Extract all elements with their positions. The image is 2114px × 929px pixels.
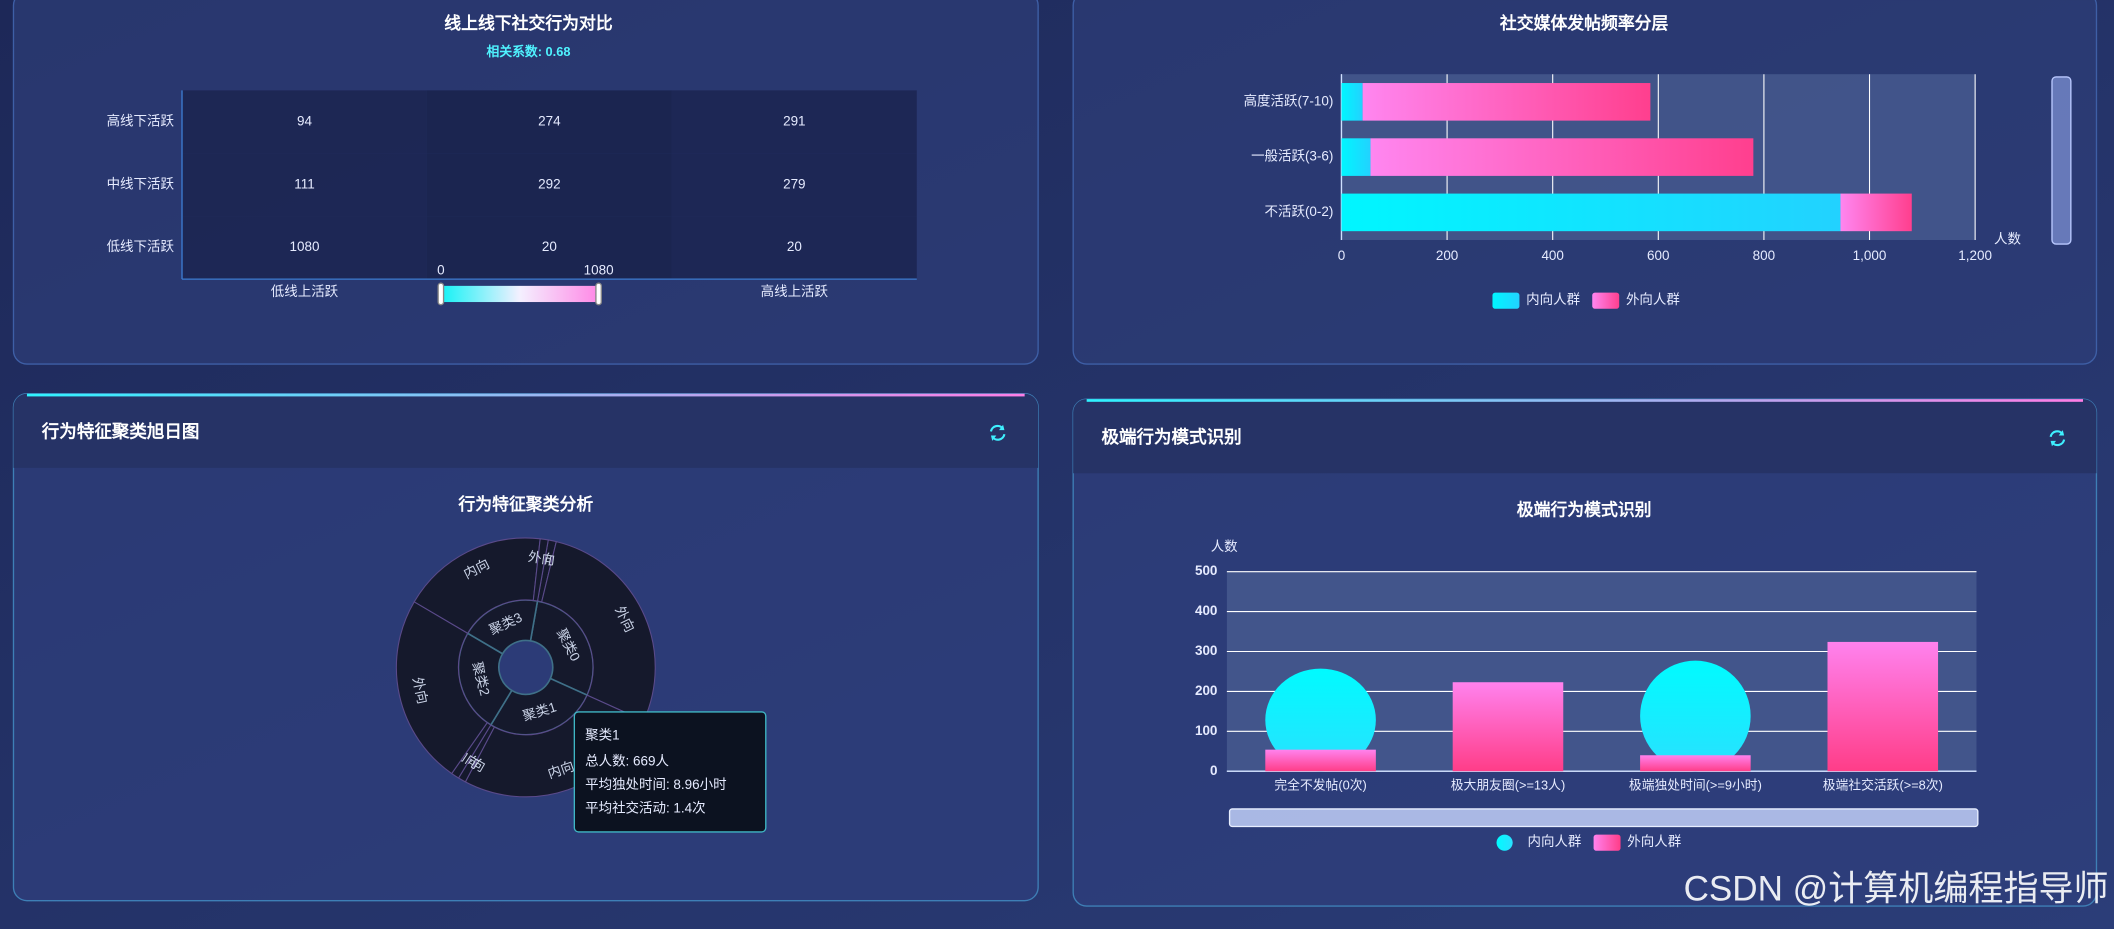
heatmap-cell <box>671 90 917 154</box>
bar <box>1362 83 1651 121</box>
cell-label: 274 <box>538 113 561 128</box>
heatmap-cell <box>182 153 427 217</box>
y-tick-label: 高度活跃(7-10) <box>1244 92 1334 108</box>
tooltip <box>573 711 767 833</box>
chart-title: 线上线下社交行为对比 <box>444 13 613 33</box>
x-tick-label: 1,200 <box>1958 248 1992 263</box>
cell-label: 1080 <box>289 239 319 254</box>
y-tick-label: 一般活跃(3-6) <box>1251 149 1333 164</box>
bar <box>1341 83 1363 121</box>
x-tick-label: 完全不发帖(0次) <box>1274 777 1366 792</box>
y-tick-label: 不活跃(0-2) <box>1265 204 1334 219</box>
heatmap-cell <box>671 216 917 280</box>
sunburst-label: 外向 <box>410 676 430 706</box>
bar <box>1827 641 1939 772</box>
visual-map-handle[interactable] <box>595 282 602 306</box>
x-tick-label: 800 <box>1753 248 1775 263</box>
x-tick-label: 极端独处时间(>=9小时) <box>1629 777 1762 792</box>
cell-label: 279 <box>783 176 805 191</box>
legend-swatch <box>1593 834 1621 851</box>
x-axis-name: 人数 <box>1994 232 2021 247</box>
panel <box>12 393 1039 902</box>
visual-map-label: 1080 <box>584 263 614 278</box>
panel-header-bar <box>1073 399 2097 474</box>
chart-title: 行为特征聚类分析 <box>457 494 593 514</box>
data-zoom-slider[interactable] <box>1228 808 1979 828</box>
y-tick-label: 100 <box>1195 723 1217 738</box>
cell-label: 20 <box>787 239 802 254</box>
panel-accent <box>26 393 1025 397</box>
x-tick-label: 600 <box>1647 248 1669 263</box>
cell-label: 94 <box>297 113 312 128</box>
heatmap-cell <box>182 90 427 154</box>
heatmap-cell <box>426 216 672 280</box>
sunburst-sector <box>395 601 488 775</box>
heatmap-cell <box>182 216 427 280</box>
legend-swatch <box>1496 834 1513 851</box>
visual-map-label: 0 <box>437 263 445 278</box>
tooltip-line: 平均社交活动: 1.4次 <box>585 800 706 816</box>
refresh-button[interactable] <box>989 424 1006 441</box>
heatmap-cell <box>426 153 672 217</box>
chart-title: 社交媒体发帖频率分层 <box>1499 13 1669 33</box>
legend-label: 内向人群 <box>1528 834 1582 849</box>
x-tick-label: 1,000 <box>1853 248 1887 263</box>
y-tick-label: 300 <box>1195 643 1217 658</box>
x-tick-label: 低线上活跃 <box>271 284 339 299</box>
cell-label: 20 <box>542 239 557 254</box>
bar <box>1370 138 1754 176</box>
bar <box>1640 755 1751 772</box>
cell-label: 292 <box>538 176 560 191</box>
panel-header: 行为特征聚类旭日图 <box>41 421 200 441</box>
refresh-button[interactable] <box>2049 430 2066 447</box>
y-tick-label: 低线下活跃 <box>107 239 175 254</box>
pictorial-bar <box>1640 660 1751 772</box>
tooltip-line: 总人数: 669人 <box>585 753 669 768</box>
cell-label: 291 <box>783 113 805 128</box>
y-tick-label: 400 <box>1195 603 1217 618</box>
legend-swatch <box>1592 292 1620 309</box>
panel-header-bar <box>13 393 1039 468</box>
y-tick-label: 高线下活跃 <box>107 112 175 128</box>
heatmap-cell <box>426 90 672 154</box>
legend-swatch <box>1492 292 1520 309</box>
bar <box>1341 138 1371 176</box>
legend-label: 外向人群 <box>1626 292 1680 307</box>
cell-label: 111 <box>294 176 314 191</box>
y-axis-name: 人数 <box>1211 539 1238 554</box>
pictorial-bar <box>1265 668 1376 772</box>
sunburst-label: 外向 <box>527 549 556 568</box>
chart-title: 极端行为模式识别 <box>1517 499 1652 519</box>
x-tick-label: 200 <box>1436 248 1458 263</box>
x-tick-label: 0 <box>1338 248 1346 263</box>
y-tick-label: 0 <box>1210 763 1218 778</box>
x-tick-label: 高线上活跃 <box>761 283 829 299</box>
panel-accent <box>1086 399 2083 402</box>
bar <box>1840 193 1912 232</box>
panel-header: 极端行为模式识别 <box>1101 427 1241 447</box>
visual-map-handle[interactable] <box>437 282 445 306</box>
tooltip-title: 聚类1 <box>585 728 619 743</box>
watermark: CSDN @计算机编程指导师 <box>1684 869 2109 908</box>
visual-map-bar <box>440 285 599 303</box>
y-tick-label: 中线下活跃 <box>107 176 175 191</box>
bar <box>1452 682 1564 772</box>
y-tick-label: 500 <box>1195 563 1217 578</box>
y-tick-label: 200 <box>1195 683 1217 698</box>
heatmap-cell <box>671 153 917 217</box>
sunburst-sector <box>532 538 549 602</box>
tooltip-line: 平均独处时间: 8.96小时 <box>585 777 726 792</box>
legend-label: 内向人群 <box>1526 292 1580 307</box>
x-tick-label: 极端社交活跃(>=8次) <box>1823 777 1943 792</box>
x-tick-label: 400 <box>1541 248 1563 263</box>
legend-label: 外向人群 <box>1627 834 1681 849</box>
bar <box>1341 193 1841 232</box>
chart-subtitle: 相关系数: 0.68 <box>487 44 571 59</box>
bar <box>1265 749 1376 772</box>
x-tick-label: 极大朋友圈(>=13人) <box>1451 777 1565 792</box>
data-zoom-slider[interactable] <box>2051 76 2072 245</box>
